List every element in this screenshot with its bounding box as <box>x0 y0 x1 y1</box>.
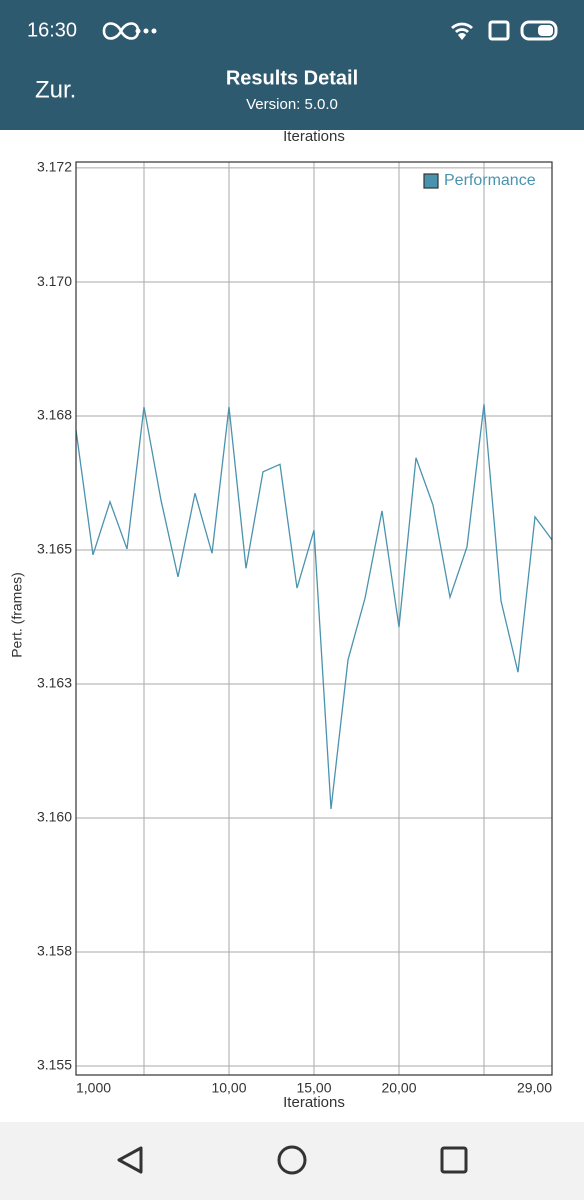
x-tick-label: 15,00 <box>296 1080 331 1096</box>
y-tick-label: 3.168 <box>37 407 72 423</box>
legend-swatch <box>423 173 439 189</box>
y-tick-label: 3.163 <box>37 675 72 691</box>
y-tick-label: 3.170 <box>37 273 72 289</box>
app-header <box>0 0 584 130</box>
plot-frame <box>75 161 553 1076</box>
nav-back[interactable] <box>117 1146 143 1174</box>
app-subtitle: Version: 5.0.0 <box>246 96 338 113</box>
nav-bar <box>0 1122 584 1200</box>
nav-home[interactable] <box>277 1145 307 1175</box>
plot: 3.155 3.158 3.160 3.163 3.165 3.168 3.170 3.172… <box>37 159 553 1096</box>
y-axis-label: Pert. (frames) <box>9 572 25 658</box>
y-tick-label: 3.155 <box>37 1057 72 1073</box>
nav-recent[interactable] <box>440 1146 468 1174</box>
x-tick-label: 29,00 <box>517 1080 552 1096</box>
x-tick-label: 20,00 <box>381 1080 416 1096</box>
x-axis-label: Iterations <box>283 1094 345 1111</box>
status-dots <box>135 22 553 40</box>
top-axis-label: Iterations <box>283 128 345 145</box>
status-icons <box>102 20 558 41</box>
app-title: Results Detail <box>226 67 358 89</box>
x-tick-label: 10,00 <box>211 1080 246 1096</box>
legend-label: Performance <box>444 172 536 189</box>
x-tick-label: 1,000 <box>76 1080 111 1096</box>
back-button[interactable]: Zur. <box>35 76 76 103</box>
y-tick-label: 3.160 <box>37 809 72 825</box>
data-line <box>75 404 553 809</box>
status-time: 16:30 <box>27 19 77 41</box>
y-tick-label: 3.165 <box>37 541 72 557</box>
y-tick-label: 3.158 <box>37 943 72 959</box>
y-tick-label: 3.172 <box>37 159 72 175</box>
